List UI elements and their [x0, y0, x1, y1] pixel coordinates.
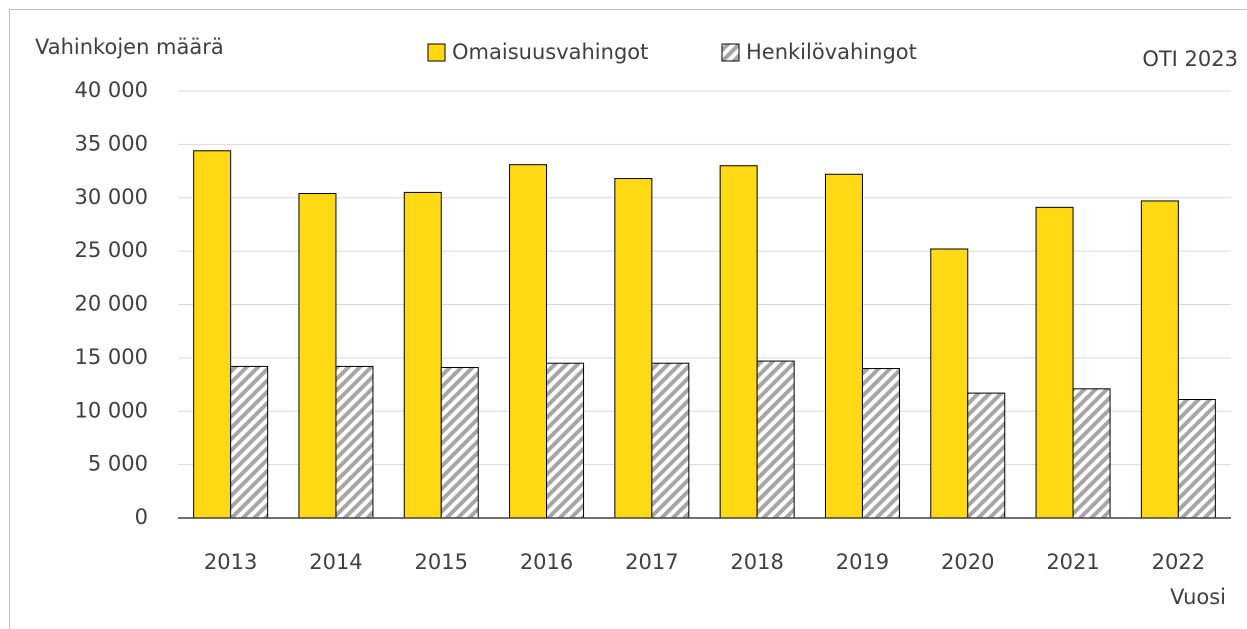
- bar: [230, 365, 269, 519]
- legend-swatch: [427, 43, 446, 62]
- bar: [930, 248, 969, 519]
- bar: [614, 178, 653, 519]
- bar: [1177, 399, 1216, 519]
- source-label: OTI 2023: [1142, 47, 1238, 71]
- bar: [824, 173, 863, 519]
- y-tick-label: 35 000: [75, 131, 148, 155]
- x-tick-label: 2019: [836, 550, 889, 574]
- bar: [967, 392, 1006, 519]
- bar: [440, 366, 479, 519]
- bar: [298, 192, 337, 519]
- bar: [1035, 206, 1074, 519]
- y-tick-label: 40 000: [75, 78, 148, 102]
- x-tick-label: 2017: [625, 550, 678, 574]
- x-axis-label: Vuosi: [1170, 585, 1226, 609]
- bar: [403, 191, 442, 519]
- bar: [509, 164, 548, 519]
- y-tick-label: 20 000: [75, 292, 148, 316]
- bar: [651, 362, 690, 519]
- legend-label: Omaisuusvahingot: [452, 40, 648, 64]
- y-tick-label: 0: [135, 505, 148, 529]
- legend-swatch: [721, 43, 740, 62]
- x-tick-label: 2014: [309, 550, 362, 574]
- y-tick-label: 5 000: [88, 452, 148, 476]
- bar: [335, 365, 374, 519]
- x-tick-label: 2022: [1152, 550, 1205, 574]
- bar: [1140, 200, 1179, 519]
- legend-label: Henkilövahingot: [746, 40, 917, 64]
- y-tick-label: 15 000: [75, 345, 148, 369]
- bar: [719, 165, 758, 519]
- y-tick-label: 25 000: [75, 238, 148, 262]
- bar: [546, 362, 585, 519]
- frame: [9, 9, 1247, 629]
- bar: [1072, 388, 1111, 519]
- x-tick-label: 2021: [1046, 550, 1099, 574]
- x-tick-label: 2020: [941, 550, 994, 574]
- y-tick-label: 30 000: [75, 185, 148, 209]
- bar: [861, 368, 900, 519]
- bar: [193, 150, 232, 519]
- x-tick-label: 2018: [730, 550, 783, 574]
- y-axis-label: Vahinkojen määrä: [35, 35, 224, 59]
- bar: [756, 360, 795, 519]
- y-tick-label: 10 000: [75, 398, 148, 422]
- x-tick-label: 2013: [204, 550, 257, 574]
- x-tick-label: 2015: [415, 550, 468, 574]
- x-tick-label: 2016: [520, 550, 573, 574]
